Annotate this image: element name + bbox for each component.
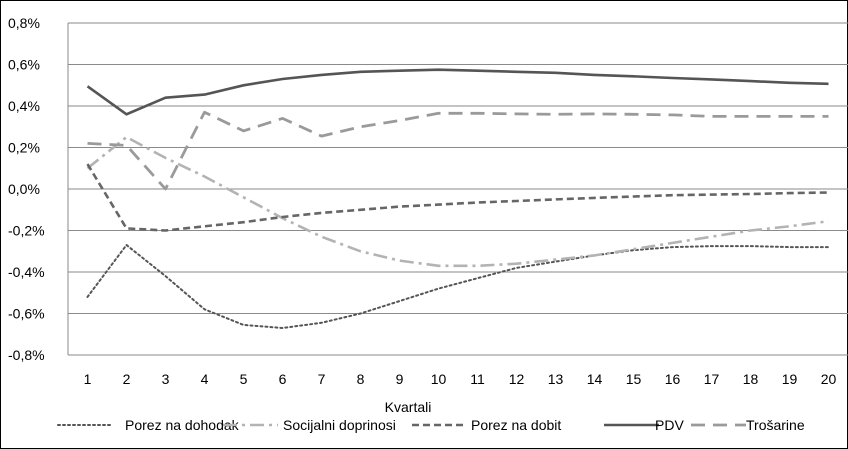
y-tick-label: 0,0% xyxy=(8,181,40,197)
x-tick-label: 9 xyxy=(396,371,404,387)
legend-label: PDV xyxy=(655,417,684,433)
x-tick-label: 15 xyxy=(626,371,642,387)
x-axis-ticks: 1 2 3 4 5 6 7 8 9 10 11 12 13 14 15 16 17 18 19 20 xyxy=(84,371,837,387)
x-tick-label: 7 xyxy=(318,371,326,387)
legend-label: Socijalni doprinosi xyxy=(283,417,396,433)
y-tick-label: 0,6% xyxy=(8,57,40,73)
x-tick-label: 18 xyxy=(743,371,759,387)
x-tick-label: 6 xyxy=(279,371,287,387)
legend-label: Porez na dohodak xyxy=(125,417,240,433)
x-tick-label: 11 xyxy=(470,371,485,387)
gridlines xyxy=(67,22,848,356)
y-tick-label: 0,2% xyxy=(8,140,40,156)
series-line-4 xyxy=(86,68,829,116)
x-tick-label: 14 xyxy=(587,371,603,387)
series-line-5 xyxy=(87,110,829,191)
series-line-3 xyxy=(86,163,829,232)
y-axis-ticks: 0,8% 0,6% 0,4% 0,2% 0,0% -0,2% -0,4% -0,6% -0,8% xyxy=(8,15,45,363)
x-axis-title: Kvartali xyxy=(385,399,432,415)
y-tick-label: -0,8% xyxy=(8,347,45,363)
x-tick-label: 12 xyxy=(509,371,525,387)
x-tick-label: 4 xyxy=(201,371,209,387)
y-tick-label: 0,4% xyxy=(8,98,40,114)
legend-label: Trošarine xyxy=(746,417,805,433)
legend-label: Porez na dobit xyxy=(471,417,561,433)
y-tick-label: -0,6% xyxy=(8,306,45,322)
y-tick-label: -0,2% xyxy=(8,223,45,239)
x-tick-label: 10 xyxy=(431,371,447,387)
y-tick-label: -0,4% xyxy=(8,264,45,280)
x-tick-label: 5 xyxy=(240,371,248,387)
legend: Porez na dohodak Socijalni doprinosi Porez… xyxy=(57,417,805,433)
x-tick-label: 19 xyxy=(782,371,798,387)
x-tick-label: 20 xyxy=(821,371,837,387)
x-tick-label: 16 xyxy=(665,371,681,387)
x-tick-label: 2 xyxy=(123,371,131,387)
x-tick-label: 8 xyxy=(357,371,365,387)
y-tick-label: 0,8% xyxy=(8,15,40,31)
x-tick-label: 17 xyxy=(704,371,720,387)
x-tick-label: 3 xyxy=(162,371,170,387)
series-lines xyxy=(86,68,830,329)
series-line-1 xyxy=(86,244,830,329)
x-tick-label: 13 xyxy=(548,371,564,387)
x-tick-label: 1 xyxy=(84,371,92,387)
series-line-2 xyxy=(86,135,829,268)
